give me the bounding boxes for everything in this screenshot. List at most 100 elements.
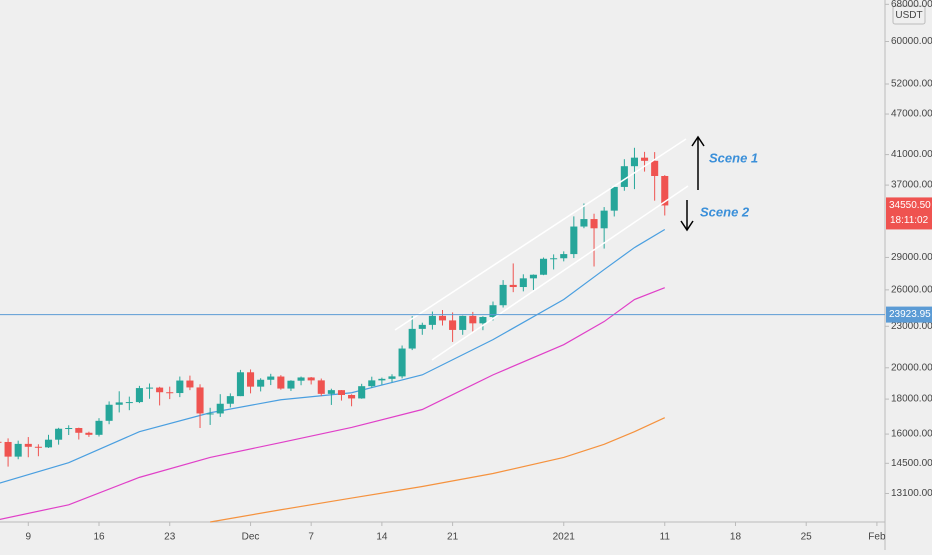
annotation: Scene 1 bbox=[709, 150, 758, 165]
candle-body bbox=[145, 387, 154, 389]
currency[interactable]: USDT bbox=[895, 10, 922, 21]
y-tick-label: 26000.00 bbox=[891, 285, 932, 296]
y-tick-label: 20000.00 bbox=[891, 362, 932, 373]
candle-body bbox=[247, 372, 255, 387]
candle-body bbox=[590, 219, 598, 229]
candle-body bbox=[34, 446, 42, 448]
candle-body bbox=[287, 380, 295, 389]
currency-box[interactable] bbox=[892, 5, 926, 25]
last-price-tag bbox=[886, 197, 932, 230]
candle-body bbox=[14, 443, 22, 457]
candle-body bbox=[519, 278, 527, 288]
candle-body bbox=[166, 392, 174, 394]
candle-body bbox=[438, 315, 447, 321]
candle-body bbox=[55, 428, 63, 440]
candle-body bbox=[327, 390, 335, 394]
arrow-down bbox=[680, 200, 694, 232]
candle-body bbox=[337, 390, 346, 395]
candle-body bbox=[550, 258, 558, 260]
candle-body bbox=[317, 380, 325, 394]
candle-body bbox=[580, 219, 588, 227]
y-tick-label: 29000.00 bbox=[891, 252, 932, 263]
candle-body bbox=[65, 428, 73, 430]
indicator-line bbox=[0, 287, 665, 520]
candle-body bbox=[348, 394, 356, 399]
x-tick-label: 11 bbox=[660, 532, 671, 543]
x-tick-label: Dec bbox=[242, 532, 260, 543]
annotation: Scene 2 bbox=[700, 204, 750, 219]
candle-body bbox=[125, 402, 133, 404]
channel-lower bbox=[431, 185, 689, 361]
candle-body bbox=[206, 413, 214, 415]
candle-body bbox=[297, 377, 305, 381]
candle-body bbox=[196, 387, 204, 414]
y-tick-label: 52000.00 bbox=[891, 79, 932, 90]
candle-body bbox=[630, 157, 638, 167]
x-tick-label: Feb bbox=[868, 532, 886, 543]
candle-body bbox=[358, 386, 366, 399]
candle-body bbox=[267, 376, 275, 380]
price-line-label: 23923.95 bbox=[889, 309, 931, 320]
indicator-line bbox=[0, 228, 666, 484]
candle-body bbox=[115, 402, 123, 405]
candle-body bbox=[4, 441, 12, 457]
candle-body bbox=[307, 377, 315, 381]
candle-body bbox=[95, 420, 103, 435]
candle-body bbox=[449, 320, 457, 330]
candle-body bbox=[378, 378, 386, 381]
candle-body bbox=[24, 443, 32, 447]
x-tick-label: 9 bbox=[26, 532, 32, 543]
x-tick-label: 25 bbox=[801, 532, 813, 543]
candle-body bbox=[85, 432, 93, 435]
x-tick-label: 2021 bbox=[553, 532, 576, 543]
candle-body bbox=[156, 387, 164, 393]
candle-body bbox=[408, 328, 416, 349]
candle-body bbox=[277, 376, 285, 389]
indicator-lines bbox=[0, 228, 666, 523]
candle-body bbox=[539, 258, 548, 275]
candle-body bbox=[459, 315, 467, 330]
x-tick-label: 23 bbox=[164, 532, 176, 543]
candle-body bbox=[398, 348, 406, 377]
candle-body bbox=[236, 372, 244, 397]
y-tick-label: 37000.00 bbox=[891, 180, 932, 191]
candle-body bbox=[257, 379, 265, 387]
candle-body bbox=[509, 284, 517, 288]
last-price-label: 34550.50 bbox=[889, 200, 931, 211]
candle-body bbox=[105, 404, 113, 421]
candle-body bbox=[489, 305, 497, 318]
candle-body bbox=[428, 315, 436, 325]
price-line-tag bbox=[886, 306, 932, 323]
candle-body bbox=[226, 396, 234, 404]
y-tick-label: 60000.00 bbox=[891, 36, 932, 47]
y-tick-label: 47000.00 bbox=[891, 109, 932, 120]
candle-body bbox=[560, 254, 568, 259]
x-tick-label: 21 bbox=[447, 532, 459, 543]
candle-body bbox=[610, 186, 618, 211]
candle-body bbox=[600, 210, 608, 229]
candle-body bbox=[469, 315, 477, 324]
y-tick-label: 68000.00 bbox=[891, 0, 932, 10]
candle-body bbox=[418, 324, 426, 329]
countdown: 18:11:02 bbox=[890, 215, 929, 226]
candle-body bbox=[135, 388, 143, 403]
candle-body bbox=[651, 160, 659, 176]
candle-body bbox=[529, 274, 537, 279]
candle-body bbox=[75, 428, 83, 433]
y-tick-label: 13100.00 bbox=[891, 488, 932, 499]
candle-body bbox=[479, 317, 487, 324]
candle-body bbox=[570, 226, 578, 255]
y-tick-label: 18000.00 bbox=[891, 394, 932, 405]
candle-body bbox=[0, 441, 2, 443]
channel-upper bbox=[394, 138, 687, 331]
y-tick-label: 41000.00 bbox=[891, 149, 932, 160]
candle-body bbox=[44, 439, 53, 448]
x-tick-label: 14 bbox=[376, 532, 388, 543]
candle-body bbox=[388, 376, 396, 379]
candles bbox=[0, 147, 669, 467]
x-tick-label: 18 bbox=[730, 532, 742, 543]
candle-body bbox=[216, 403, 224, 414]
arrow-up bbox=[691, 135, 705, 190]
y-tick-label: 23000.00 bbox=[891, 321, 932, 332]
